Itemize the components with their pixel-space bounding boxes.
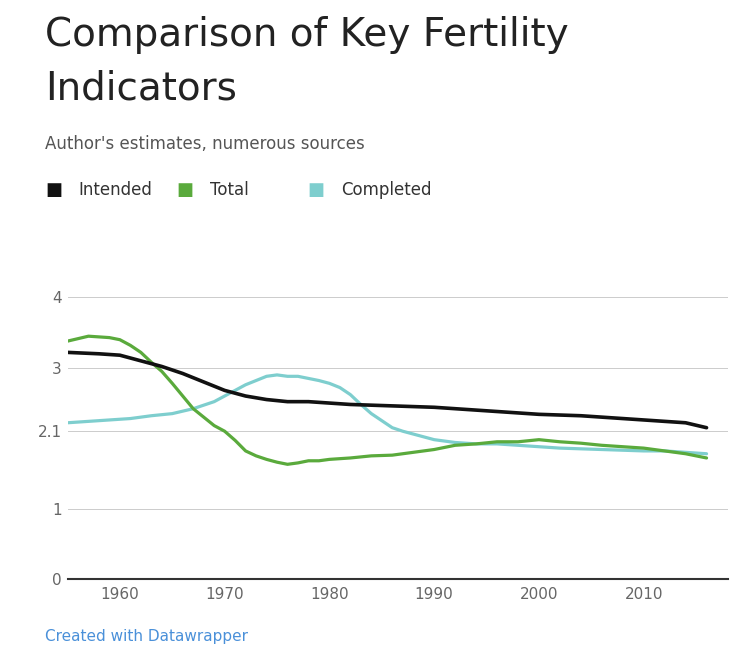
- Text: Author's estimates, numerous sources: Author's estimates, numerous sources: [45, 135, 364, 153]
- Text: Total: Total: [210, 181, 249, 199]
- Text: ■: ■: [308, 181, 325, 199]
- Text: Indicators: Indicators: [45, 69, 237, 107]
- Text: ■: ■: [45, 181, 62, 199]
- Text: Created with Datawrapper: Created with Datawrapper: [45, 628, 248, 644]
- Text: ■: ■: [176, 181, 194, 199]
- Text: Intended: Intended: [79, 181, 153, 199]
- Text: Comparison of Key Fertility: Comparison of Key Fertility: [45, 16, 568, 55]
- Text: Completed: Completed: [341, 181, 432, 199]
